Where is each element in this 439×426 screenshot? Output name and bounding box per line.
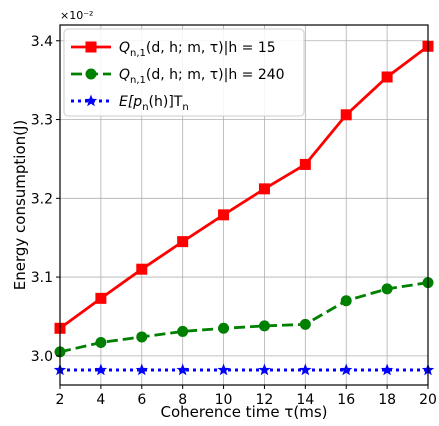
data-point <box>258 320 270 332</box>
data-point <box>176 363 189 376</box>
y-tick-label: 3.4 <box>31 34 53 50</box>
x-tick-label: 16 <box>337 392 355 408</box>
legend-marker <box>84 94 98 107</box>
legend-label: E[pn(h)]Tn <box>119 94 189 113</box>
legend-label: Qn,1(d, h; m, τ)|h = 240 <box>119 67 285 86</box>
x-tick-label: 8 <box>178 392 187 408</box>
legend-entry-2: Qn,1(d, h; m, τ)|h = 240 <box>71 67 285 86</box>
data-point <box>340 109 352 121</box>
data-point <box>381 283 393 295</box>
y-tick-label: 3.0 <box>31 349 53 365</box>
ticks: 2 4 6 8 10 12 14 16 18 20 3.0 3.1 3.2 3.3 3.4 <box>31 34 437 408</box>
y-axis-multiplier: ×10⁻² <box>60 9 93 22</box>
legend: Qn,1(d, h; m, τ)|h = 15 Qn,1(d, h; m, τ)|… <box>63 28 305 117</box>
y-axis-label: Energy consumption(J) <box>11 120 29 291</box>
y-tick-label: 3.1 <box>31 270 53 286</box>
data-point <box>177 325 189 337</box>
data-point <box>340 363 353 376</box>
legend-entry-3: E[pn(h)]Tn <box>71 94 189 113</box>
x-tick-label: 4 <box>96 392 105 408</box>
data-point <box>381 71 393 83</box>
data-point <box>299 318 311 330</box>
legend-box <box>63 28 305 117</box>
data-point <box>258 183 270 195</box>
plot-frame <box>59 24 429 386</box>
x-tick-label: 12 <box>256 392 274 408</box>
data-point <box>340 295 352 307</box>
data-point <box>177 236 189 248</box>
data-point <box>299 158 311 170</box>
data-point <box>217 363 230 376</box>
x-tick-label: 10 <box>215 392 233 408</box>
y-tick-label: 3.2 <box>31 191 53 207</box>
x-tick-label: 20 <box>419 392 437 408</box>
y-tick-label: 3.3 <box>31 113 53 129</box>
data-point <box>218 322 230 334</box>
legend-marker <box>85 41 97 53</box>
x-tick-label: 6 <box>137 392 146 408</box>
data-point <box>95 336 107 348</box>
data-point <box>135 363 148 376</box>
data-point <box>136 331 148 343</box>
legend-marker <box>85 68 97 80</box>
data-point <box>136 263 148 275</box>
x-tick-label: 14 <box>296 392 314 408</box>
data-point <box>95 292 107 304</box>
data-point <box>94 363 108 376</box>
data-point <box>299 363 312 376</box>
x-tick-label: 2 <box>56 392 65 408</box>
x-tick-label: 18 <box>378 392 396 408</box>
legend-label: Qn,1(d, h; m, τ)|h = 15 <box>119 40 276 59</box>
data-point <box>258 363 271 376</box>
legend-entry-1: Qn,1(d, h; m, τ)|h = 15 <box>71 40 276 59</box>
legend-items: Qn,1(d, h; m, τ)|h = 15 Qn,1(d, h; m, τ)|… <box>71 40 285 113</box>
series-1 <box>54 40 434 334</box>
data-point <box>218 209 230 221</box>
series-line <box>59 281 429 354</box>
x-axis-label: Coherence time τ(ms) <box>160 403 327 421</box>
data-point <box>380 363 394 376</box>
series-line <box>59 45 429 330</box>
